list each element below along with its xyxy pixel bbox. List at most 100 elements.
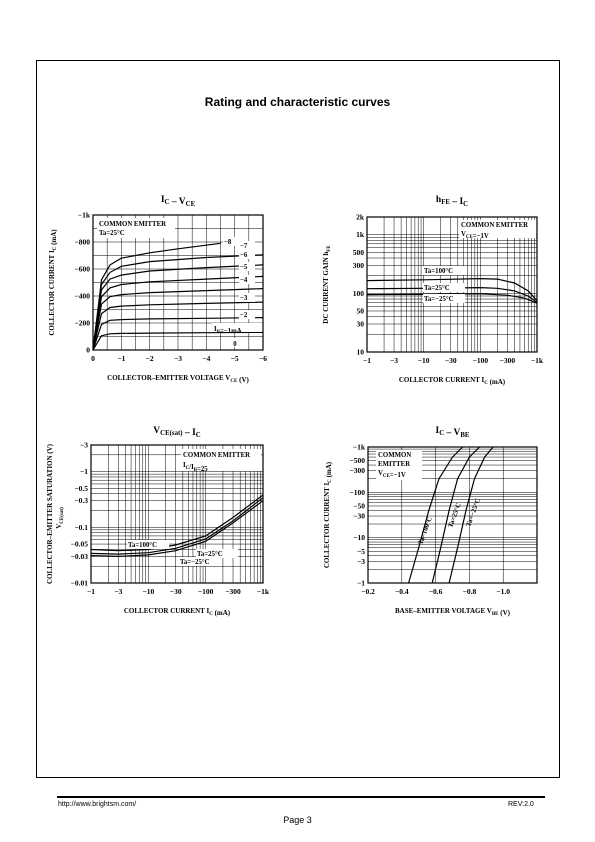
curve-label: Ta=−25°C	[180, 559, 210, 566]
x-tick-label: −5	[231, 354, 239, 363]
annotation-text: COMMON EMITTER	[99, 221, 166, 228]
y-axis-label: COLLECTOR CURRENT IC (mA)	[323, 461, 333, 568]
x-tick-label: 0	[91, 354, 95, 363]
curve-label-box	[239, 262, 255, 271]
x-tick-label: −300	[225, 587, 241, 596]
x-axis-label: COLLECTOR–EMITTER VOLTAGE VCE (V)	[107, 374, 249, 384]
annotation-text: Ta=25°C	[99, 230, 125, 237]
series-line	[90, 497, 264, 555]
y-tick-label: −0.01	[71, 579, 89, 588]
x-tick-label: −3	[114, 587, 122, 596]
x-tick-label: −1.0	[496, 587, 510, 596]
y-tick-label: 2k	[356, 213, 365, 222]
curve-label-box	[196, 549, 238, 558]
x-tick-label: −30	[445, 356, 457, 365]
y-tick-label: 30	[357, 320, 365, 329]
plot-frame	[367, 446, 538, 584]
y-tick-label: 1k	[356, 230, 365, 239]
chart-title: VCE(sat) – IC	[153, 426, 200, 439]
annotation-box	[181, 449, 261, 471]
footer-revision: REV:2.0	[508, 801, 534, 808]
curve-label: −5	[240, 264, 248, 271]
chart-title: hFE – IC	[436, 195, 468, 208]
plot-frame	[92, 214, 264, 351]
x-tick-label: −10	[418, 356, 430, 365]
y-tick-label: 0	[86, 346, 90, 355]
y-tick-label: −0.05	[71, 540, 89, 549]
x-axis-label: BASE–EMITTER VOLTAGE VBE (V)	[395, 607, 511, 617]
annotation-text: COMMON EMITTER	[183, 452, 250, 459]
footer-url: http://www.brightsm.com/	[58, 801, 137, 808]
curve-label-box	[239, 241, 255, 250]
curve-label: Ta=100°C	[424, 268, 453, 275]
curve-label: −4	[240, 277, 248, 284]
annotation-text: COMMON	[378, 452, 411, 459]
y-tick-label: 500	[353, 248, 365, 257]
y-tick-label: −400	[74, 292, 90, 301]
curve-label: Ta=100°C	[128, 542, 157, 549]
x-tick-label: −2	[146, 354, 154, 363]
x-tick-label: −6	[259, 354, 267, 363]
y-axis-label: COLLECTOR–EMITTER SATURATION (V)	[46, 443, 54, 584]
y-tick-label: −3	[357, 557, 365, 566]
series-line	[92, 242, 221, 351]
curve-label: −6	[240, 252, 248, 259]
x-axis-label: COLLECTOR CURRENT IC (mA)	[124, 607, 231, 617]
y-tick-label: −600	[74, 265, 90, 274]
y-tick-label: −5	[357, 547, 365, 556]
curve-label: Ta=25°C	[424, 285, 450, 292]
curve-label-box	[423, 266, 465, 275]
x-tick-label: −1k	[257, 587, 270, 596]
series-line	[92, 264, 264, 351]
plot-frame	[366, 216, 538, 353]
curve-label: −7	[240, 243, 248, 250]
x-tick-label: −1	[117, 354, 125, 363]
y-tick-label: −0.03	[71, 552, 89, 561]
x-tick-label: −4	[202, 354, 210, 363]
series-line	[366, 277, 538, 302]
series-line	[408, 446, 464, 584]
y-tick-label: 300	[353, 261, 365, 270]
y-tick-label: −100	[349, 488, 365, 497]
y-axis-label-line2: VCE(sat)	[55, 507, 65, 529]
curve-label-box	[223, 237, 239, 246]
y-tick-label: −0.3	[74, 496, 88, 505]
annotation-box	[376, 450, 422, 480]
x-tick-label: −3	[390, 356, 398, 365]
curve-label: Ta=−25°C	[424, 296, 454, 303]
curve-label-box	[179, 557, 221, 566]
y-tick-label: 50	[357, 306, 365, 315]
x-tick-label: −100	[473, 356, 489, 365]
curve-label: −3	[240, 295, 248, 302]
y-tick-label: −30	[353, 512, 365, 521]
series-line	[90, 494, 264, 552]
annotation-box	[97, 218, 175, 238]
curve-label-box	[423, 294, 465, 303]
x-tick-label: −3	[174, 354, 182, 363]
x-tick-label: −0.2	[361, 587, 375, 596]
page-heading: Rating and characteristic curves	[204, 95, 391, 109]
curve-label: Ta=25°C	[197, 551, 223, 558]
y-tick-label: −1k	[353, 443, 366, 452]
series-line	[92, 288, 264, 351]
curve-label-box	[212, 323, 262, 332]
series-line	[92, 331, 264, 351]
curve-label: −2	[240, 312, 248, 319]
y-tick-label: −1	[357, 579, 365, 588]
x-tick-label: −0.4	[395, 587, 409, 596]
series-line	[92, 317, 264, 351]
series-line	[92, 275, 264, 351]
x-tick-label: −30	[170, 587, 182, 596]
x-tick-label: −0.6	[429, 587, 443, 596]
series-line	[92, 301, 264, 351]
y-tick-label: −0.1	[74, 523, 88, 532]
x-tick-label: −100	[198, 587, 214, 596]
chart-title: IC – VCE	[161, 195, 196, 208]
y-tick-label: 100	[353, 289, 365, 298]
curve-label-zero: 0	[233, 341, 237, 348]
y-axis-label: COLLECTOR CURRENT IC (mA)	[48, 229, 58, 336]
x-tick-label: −1k	[531, 356, 544, 365]
y-axis-label: DC CURRENT GAIN hFE	[322, 245, 332, 324]
page-frame	[36, 60, 560, 778]
